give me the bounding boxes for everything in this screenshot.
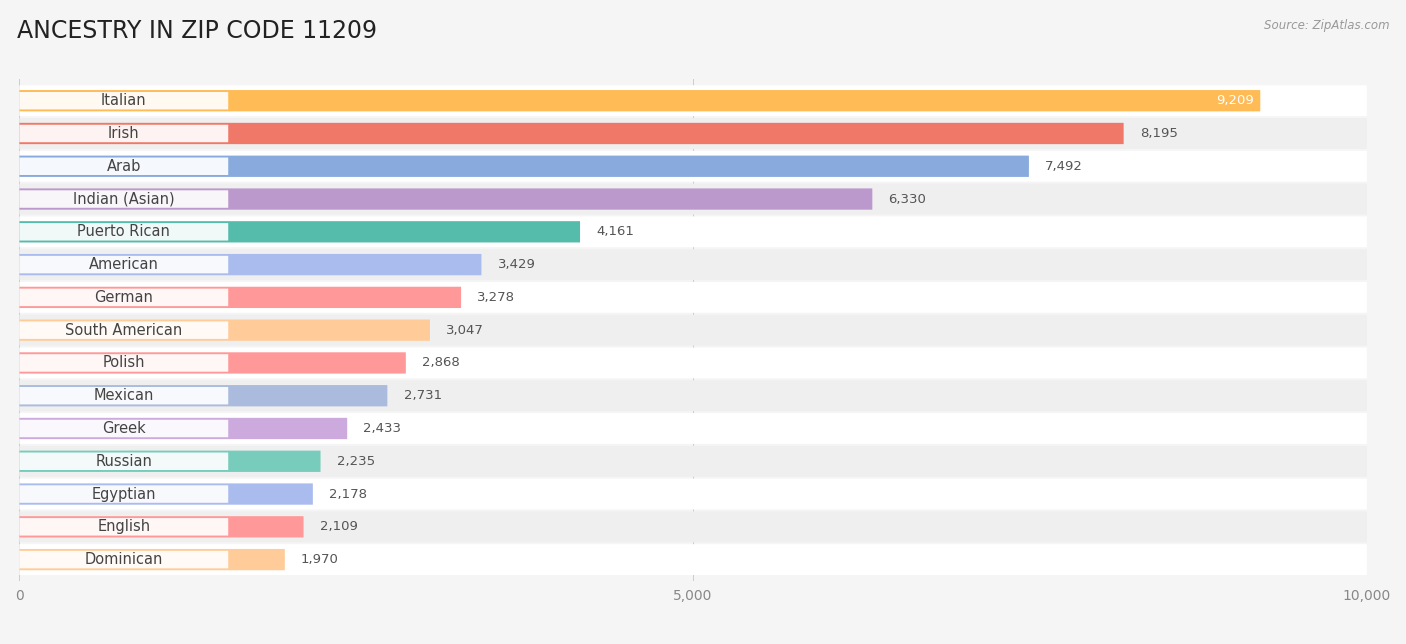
FancyBboxPatch shape (20, 90, 1260, 111)
Text: Italian: Italian (101, 93, 146, 108)
FancyBboxPatch shape (20, 387, 228, 404)
FancyBboxPatch shape (20, 125, 228, 142)
FancyBboxPatch shape (20, 221, 581, 243)
Text: 4,161: 4,161 (596, 225, 634, 238)
Text: 2,433: 2,433 (363, 422, 401, 435)
FancyBboxPatch shape (20, 85, 1367, 116)
Text: Irish: Irish (108, 126, 139, 141)
Text: Arab: Arab (107, 159, 141, 174)
Text: 7,492: 7,492 (1045, 160, 1083, 173)
Text: Russian: Russian (96, 454, 152, 469)
FancyBboxPatch shape (20, 287, 461, 308)
FancyBboxPatch shape (20, 321, 228, 339)
Text: 6,330: 6,330 (889, 193, 927, 205)
FancyBboxPatch shape (20, 223, 228, 241)
FancyBboxPatch shape (20, 348, 1367, 378)
Text: 2,109: 2,109 (319, 520, 357, 533)
Text: South American: South American (65, 323, 183, 337)
FancyBboxPatch shape (20, 352, 406, 374)
Text: Egyptian: Egyptian (91, 487, 156, 502)
Text: 3,047: 3,047 (446, 324, 484, 337)
FancyBboxPatch shape (20, 551, 228, 569)
FancyBboxPatch shape (20, 453, 228, 470)
Text: Puerto Rican: Puerto Rican (77, 224, 170, 240)
Text: 9,209: 9,209 (1216, 94, 1254, 107)
FancyBboxPatch shape (20, 446, 1367, 477)
FancyBboxPatch shape (20, 549, 285, 570)
FancyBboxPatch shape (20, 249, 1367, 280)
FancyBboxPatch shape (20, 418, 347, 439)
Text: 1,970: 1,970 (301, 553, 339, 566)
FancyBboxPatch shape (20, 123, 1123, 144)
FancyBboxPatch shape (20, 191, 228, 208)
FancyBboxPatch shape (20, 184, 1367, 214)
Text: 8,195: 8,195 (1140, 127, 1178, 140)
FancyBboxPatch shape (20, 451, 321, 472)
Text: Indian (Asian): Indian (Asian) (73, 191, 174, 207)
Text: English: English (97, 519, 150, 535)
Text: Greek: Greek (101, 421, 146, 436)
FancyBboxPatch shape (20, 420, 228, 437)
FancyBboxPatch shape (20, 254, 481, 275)
Text: Mexican: Mexican (94, 388, 155, 403)
FancyBboxPatch shape (20, 289, 228, 306)
Text: 2,235: 2,235 (336, 455, 375, 468)
FancyBboxPatch shape (20, 92, 228, 109)
FancyBboxPatch shape (20, 354, 228, 372)
FancyBboxPatch shape (20, 216, 1367, 247)
FancyBboxPatch shape (20, 282, 1367, 313)
Text: 3,278: 3,278 (477, 291, 515, 304)
FancyBboxPatch shape (20, 256, 228, 273)
FancyBboxPatch shape (20, 319, 430, 341)
Text: American: American (89, 257, 159, 272)
FancyBboxPatch shape (20, 381, 1367, 411)
FancyBboxPatch shape (20, 385, 388, 406)
Text: 2,178: 2,178 (329, 488, 367, 500)
FancyBboxPatch shape (20, 478, 1367, 509)
FancyBboxPatch shape (20, 516, 304, 538)
FancyBboxPatch shape (20, 518, 228, 536)
FancyBboxPatch shape (20, 118, 1367, 149)
FancyBboxPatch shape (20, 158, 228, 175)
FancyBboxPatch shape (20, 413, 1367, 444)
Text: 3,429: 3,429 (498, 258, 536, 271)
FancyBboxPatch shape (20, 511, 1367, 542)
Text: Source: ZipAtlas.com: Source: ZipAtlas.com (1264, 19, 1389, 32)
FancyBboxPatch shape (20, 484, 314, 505)
FancyBboxPatch shape (20, 156, 1029, 177)
FancyBboxPatch shape (20, 315, 1367, 346)
FancyBboxPatch shape (20, 544, 1367, 575)
Text: Dominican: Dominican (84, 552, 163, 567)
Text: ANCESTRY IN ZIP CODE 11209: ANCESTRY IN ZIP CODE 11209 (17, 19, 377, 43)
FancyBboxPatch shape (20, 486, 228, 503)
Text: 2,731: 2,731 (404, 389, 441, 402)
FancyBboxPatch shape (20, 151, 1367, 182)
Text: German: German (94, 290, 153, 305)
FancyBboxPatch shape (20, 189, 872, 210)
Text: Polish: Polish (103, 355, 145, 370)
Text: 2,868: 2,868 (422, 356, 460, 370)
